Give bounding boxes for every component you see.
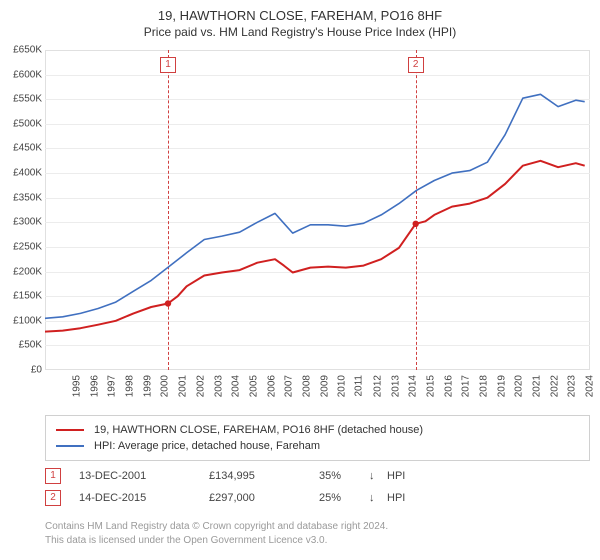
- x-axis-label: 2005: [248, 375, 259, 397]
- sale-dot: [413, 221, 419, 227]
- x-axis-label: 1995: [71, 375, 82, 397]
- sale-date: 14-DEC-2015: [79, 492, 209, 504]
- x-axis-label: 2009: [319, 375, 330, 397]
- y-axis-label: £600K: [13, 69, 42, 80]
- y-axis-label: £0: [31, 365, 42, 376]
- x-axis-label: 2015: [425, 375, 436, 397]
- sale-row-marker: 1: [45, 468, 61, 484]
- y-axis-label: £50K: [19, 340, 42, 351]
- x-axis-label: 1997: [107, 375, 118, 397]
- x-axis-label: 2023: [567, 375, 578, 397]
- x-axis-label: 1999: [142, 375, 153, 397]
- chart-legend: 19, HAWTHORN CLOSE, FAREHAM, PO16 8HF (d…: [45, 415, 590, 461]
- x-axis-label: 2003: [213, 375, 224, 397]
- copyright-line-2: This data is licensed under the Open Gov…: [45, 534, 590, 548]
- x-axis-label: 2001: [177, 375, 188, 397]
- x-axis-label: 1998: [124, 375, 135, 397]
- x-axis-label: 2024: [584, 375, 595, 397]
- y-axis-label: £500K: [13, 118, 42, 129]
- x-axis-label: 2014: [407, 375, 418, 397]
- sale-row: 2 14-DEC-2015£297,00025%↓HPI: [45, 487, 590, 509]
- x-axis-label: 2010: [337, 375, 348, 397]
- sale-row: 1 13-DEC-2001£134,99535%↓HPI: [45, 465, 590, 487]
- x-axis-label: 2021: [531, 375, 542, 397]
- copyright-notice: Contains HM Land Registry data © Crown c…: [45, 520, 590, 547]
- x-axis-label: 2020: [514, 375, 525, 397]
- x-axis-label: 2006: [266, 375, 277, 397]
- x-axis-label: 2004: [231, 375, 242, 397]
- sale-price: £134,995: [209, 470, 319, 482]
- y-axis-label: £200K: [13, 266, 42, 277]
- legend-label: 19, HAWTHORN CLOSE, FAREHAM, PO16 8HF (d…: [94, 424, 423, 436]
- x-axis-label: 2008: [301, 375, 312, 397]
- sale-pct: 25%: [319, 492, 369, 504]
- y-axis-label: £400K: [13, 168, 42, 179]
- copyright-line-1: Contains HM Land Registry data © Crown c…: [45, 520, 590, 534]
- sale-vs-label: HPI: [387, 470, 405, 482]
- x-axis-label: 2022: [549, 375, 560, 397]
- x-axis-label: 2007: [284, 375, 295, 397]
- y-axis-label: £350K: [13, 192, 42, 203]
- chart-subtitle: Price paid vs. HM Land Registry's House …: [0, 23, 600, 45]
- x-axis-label: 2018: [478, 375, 489, 397]
- x-axis-label: 2002: [195, 375, 206, 397]
- sale-dot: [165, 300, 171, 306]
- chart-svg: [45, 50, 590, 370]
- x-axis-label: 2000: [160, 375, 171, 397]
- legend-row: 19, HAWTHORN CLOSE, FAREHAM, PO16 8HF (d…: [56, 422, 579, 438]
- sale-pct: 35%: [319, 470, 369, 482]
- legend-label: HPI: Average price, detached house, Fare…: [94, 440, 320, 452]
- x-axis-label: 2017: [461, 375, 472, 397]
- arrow-down-icon: ↓: [369, 492, 387, 504]
- sale-vs-label: HPI: [387, 492, 405, 504]
- y-axis-label: £100K: [13, 315, 42, 326]
- x-axis-label: 2019: [496, 375, 507, 397]
- arrow-down-icon: ↓: [369, 470, 387, 482]
- y-axis-label: £450K: [13, 143, 42, 154]
- legend-row: HPI: Average price, detached house, Fare…: [56, 438, 579, 454]
- x-axis-label: 2011: [354, 375, 365, 397]
- sale-date: 13-DEC-2001: [79, 470, 209, 482]
- sale-price: £297,000: [209, 492, 319, 504]
- sale-row-marker: 2: [45, 490, 61, 506]
- y-axis-label: £250K: [13, 241, 42, 252]
- x-axis-label: 2013: [390, 375, 401, 397]
- y-axis-label: £300K: [13, 217, 42, 228]
- series-line-hpi: [45, 94, 585, 318]
- series-line-price_paid: [45, 161, 585, 332]
- y-axis-label: £550K: [13, 94, 42, 105]
- legend-swatch: [56, 429, 84, 431]
- sales-table: 1 13-DEC-2001£134,99535%↓HPI 2 14-DEC-2015£…: [45, 465, 590, 509]
- legend-swatch: [56, 445, 84, 447]
- x-axis-label: 2012: [372, 375, 383, 397]
- y-axis-label: £650K: [13, 45, 42, 56]
- y-axis-label: £150K: [13, 291, 42, 302]
- chart-title: 19, HAWTHORN CLOSE, FAREHAM, PO16 8HF: [0, 0, 600, 23]
- x-axis-label: 2016: [443, 375, 454, 397]
- x-axis-label: 1996: [89, 375, 100, 397]
